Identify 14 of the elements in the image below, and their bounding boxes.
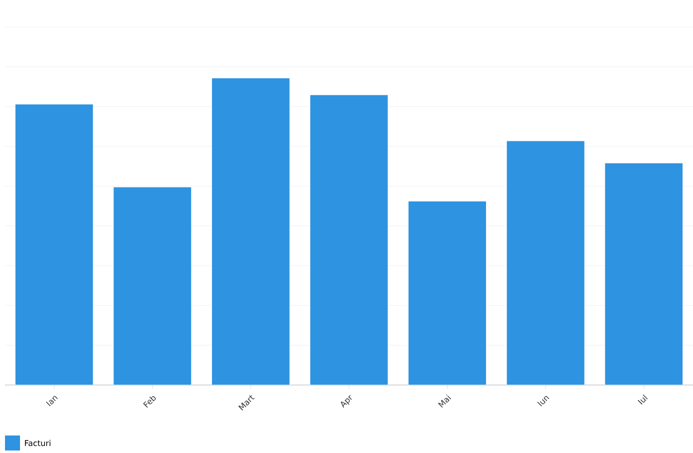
bar	[408, 200, 487, 385]
bar	[506, 140, 585, 385]
bar	[211, 78, 290, 385]
x-tick-label: Ian	[46, 396, 58, 406]
legend-label: Facturi	[24, 440, 50, 446]
bar	[113, 186, 192, 385]
bar	[14, 104, 94, 385]
x-tick-label: Apr	[340, 394, 352, 408]
x-tick-label: Iun	[537, 396, 550, 406]
bar	[604, 162, 684, 385]
x-tick-label: Mai	[438, 394, 452, 408]
bar	[310, 94, 388, 385]
x-tick-label: Feb	[143, 396, 156, 408]
x-tick-label: Iul	[638, 394, 648, 405]
